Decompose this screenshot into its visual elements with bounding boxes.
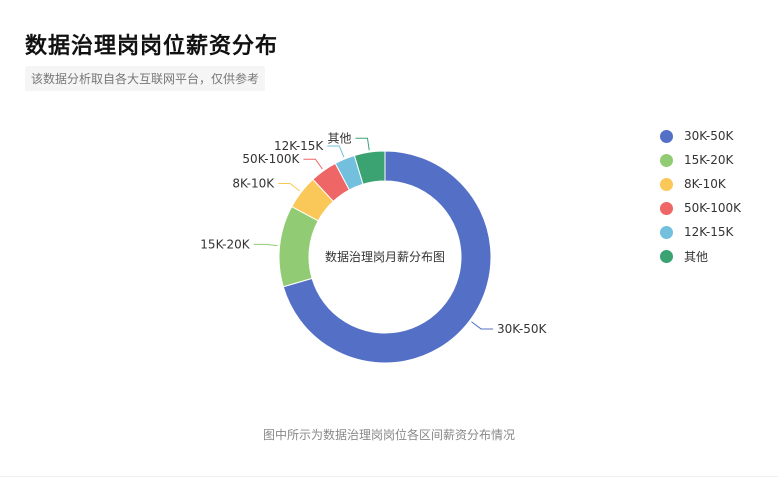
donut-slice-5[interactable] [353,150,386,185]
label-leader-1 [253,243,278,247]
page-title: 数据治理岗岗位薪资分布 [25,34,279,59]
legend-item-0[interactable]: 30K-50K [660,124,741,148]
slice-label-0: 30K-50K [497,322,547,336]
slice-label-1: 15K-20K [200,237,250,251]
legend-marker-icon [660,249,673,263]
legend-item-5[interactable]: 其他 [660,244,741,268]
legend-marker-icon [660,153,673,167]
legend-label: 50K-100K [684,201,741,215]
label-leader-0 [471,321,494,330]
legend-label: 30K-50K [684,129,734,143]
donut-slice-1[interactable] [278,205,319,288]
chart-caption: 图中所示为数据治理岗岗位各区间薪资分布情况 [262,428,515,442]
label-leader-4 [327,145,345,158]
legend-label: 12K-15K [684,225,734,239]
slice-label-2: 8K-10K [232,176,275,190]
label-leader-2 [278,182,300,192]
label-leader-3 [303,158,323,170]
slice-label-5: 其他 [327,131,351,145]
page-subtitle: 该数据分析取自各大互联网平台，仅供参考 [25,66,266,91]
legend-label: 其他 [684,249,709,264]
legend-item-4[interactable]: 12K-15K [660,220,741,244]
label-leader-5 [355,137,370,151]
legend-marker-icon [660,201,673,215]
legend-marker-icon [660,177,673,191]
slice-label-3: 50K-100K [242,152,300,166]
donut-center-label: 数据治理岗月薪分布图 [325,249,445,264]
chart-legend: 30K-50K 15K-20K 8K-10K 50K-100K 12K-15K 其他 [660,124,741,268]
legend-label: 15K-20K [684,153,734,167]
legend-label: 8K-10K [684,177,726,191]
legend-item-1[interactable]: 15K-20K [660,148,741,172]
slice-label-4: 12K-15K [274,139,324,153]
legend-item-3[interactable]: 50K-100K [660,196,741,220]
legend-marker-icon [660,129,673,143]
slices-layer [278,150,492,364]
legend-item-2[interactable]: 8K-10K [660,172,741,196]
legend-marker-icon [660,225,673,239]
donut-slice-0[interactable] [282,150,492,364]
